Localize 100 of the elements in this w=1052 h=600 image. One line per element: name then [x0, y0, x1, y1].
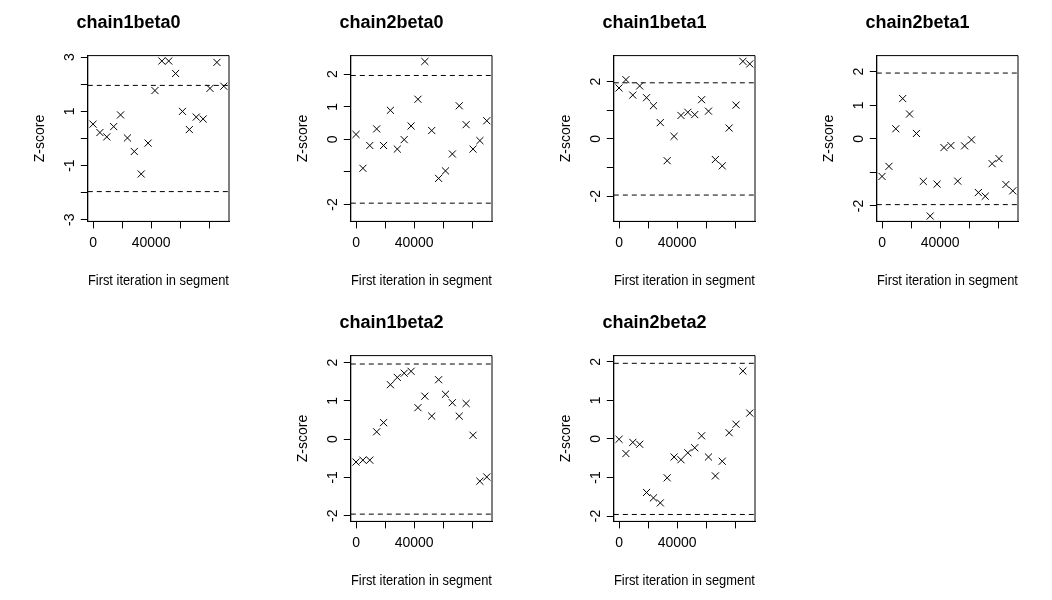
point	[725, 124, 734, 133]
x-axis-title: First iteration in segment	[613, 572, 756, 589]
point	[670, 452, 679, 462]
point	[427, 126, 436, 135]
point	[988, 159, 997, 168]
x-tick-label: 40000	[131, 233, 171, 250]
point	[434, 375, 443, 384]
point	[482, 472, 491, 482]
y-tick-label: 0	[323, 434, 340, 443]
point	[642, 488, 651, 497]
y-axis-title: Z-score	[820, 114, 837, 163]
point	[704, 452, 713, 462]
point	[386, 380, 395, 389]
point	[725, 428, 734, 437]
point	[178, 107, 187, 116]
x-tick-label: 40000	[920, 233, 960, 250]
point	[690, 110, 699, 119]
x-tick-label: 0	[878, 233, 887, 250]
point	[683, 108, 692, 117]
point	[974, 188, 983, 197]
point	[358, 164, 367, 173]
point	[960, 141, 969, 150]
x-tick-label: 0	[352, 233, 361, 250]
point	[621, 449, 630, 458]
y-tick-label: 1	[323, 102, 340, 111]
point	[628, 91, 637, 100]
y-tick-label: -2	[849, 199, 866, 213]
point	[137, 169, 146, 179]
point	[351, 458, 361, 467]
point	[614, 435, 624, 444]
y-axis-title: Z-score	[294, 114, 311, 163]
point	[379, 141, 388, 150]
point	[745, 409, 754, 418]
y-tick-label: 0	[586, 134, 603, 143]
x-axis-title: First iteration in segment	[87, 272, 230, 289]
point	[407, 121, 416, 130]
point	[386, 106, 395, 115]
point	[649, 493, 658, 502]
point	[123, 133, 132, 142]
chart-title: chain2beta2	[602, 311, 707, 332]
point	[468, 431, 478, 440]
point	[88, 120, 98, 129]
point	[475, 136, 484, 145]
y-tick-label: 0	[849, 134, 866, 143]
point	[400, 135, 409, 144]
y-axis-title: Z-score	[294, 414, 311, 463]
point	[455, 101, 464, 110]
point	[676, 455, 685, 464]
point	[628, 438, 637, 447]
point	[731, 101, 741, 110]
chart-title: chain1beta2	[339, 311, 444, 332]
point	[448, 149, 457, 159]
point	[157, 56, 166, 66]
point	[656, 118, 665, 127]
point	[690, 443, 699, 452]
point	[130, 147, 139, 156]
point	[898, 94, 907, 103]
y-tick-label: 2	[586, 77, 603, 86]
x-axis-title: First iteration in segment	[876, 272, 1019, 289]
point	[468, 145, 478, 154]
point	[635, 81, 644, 90]
point	[635, 440, 644, 449]
point	[455, 412, 464, 421]
point	[1001, 180, 1010, 189]
point	[116, 110, 125, 119]
point	[102, 132, 111, 141]
chart-title: chain2beta0	[339, 11, 444, 32]
point	[745, 59, 754, 68]
point	[884, 162, 893, 171]
x-tick-label: 0	[352, 533, 361, 550]
y-tick-label: 1	[323, 396, 340, 405]
point	[420, 392, 429, 401]
point	[905, 109, 914, 119]
point	[967, 135, 976, 144]
y-tick-label: 0	[323, 135, 340, 144]
y-tick-label: 1	[586, 396, 603, 405]
point	[926, 211, 935, 221]
point	[192, 113, 201, 122]
y-tick-label: -2	[323, 198, 340, 211]
chart-title: chain1beta0	[76, 11, 181, 32]
point	[482, 116, 491, 125]
x-tick-label: 0	[615, 533, 624, 550]
y-axis-title: Z-score	[31, 114, 48, 163]
point	[365, 141, 374, 150]
point	[731, 420, 741, 429]
y-tick-label: 2	[586, 357, 603, 366]
y-tick-label: -2	[586, 509, 603, 523]
point	[164, 56, 173, 66]
point	[711, 471, 720, 480]
point	[462, 399, 471, 408]
point	[171, 69, 180, 78]
y-tick-label: 2	[323, 70, 340, 79]
point	[219, 82, 228, 91]
y-tick-label: -3	[60, 213, 77, 226]
point	[462, 120, 471, 129]
point	[919, 177, 928, 186]
point	[663, 473, 672, 482]
y-tick-label: 2	[849, 67, 866, 76]
y-tick-label: -2	[586, 189, 603, 203]
point	[946, 141, 955, 150]
